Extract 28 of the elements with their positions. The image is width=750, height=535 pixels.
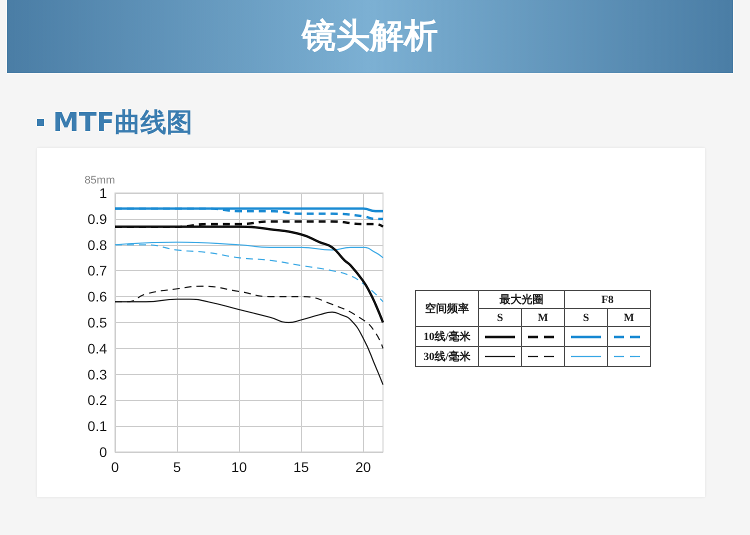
y-tick-label: 0.5	[88, 314, 108, 330]
x-tick-label: 5	[173, 459, 182, 475]
text: F8	[564, 290, 650, 308]
text: S	[564, 308, 608, 326]
text: 30线/毫米	[416, 346, 478, 366]
y-tick-label: 0.7	[88, 262, 108, 279]
x-tick-label: 15	[293, 459, 310, 475]
y-tick-label: 0	[99, 444, 108, 460]
x-tick-label: 10	[231, 459, 248, 475]
y-tick-label: 0.6	[88, 288, 108, 305]
x-tick-label: 20	[355, 459, 372, 475]
y-tick-label: 0.4	[88, 340, 108, 356]
y-axis-title: 85mm	[84, 174, 115, 186]
y-tick-label: 1	[99, 185, 108, 201]
text: M	[522, 308, 564, 326]
text: S	[478, 308, 522, 326]
text: M	[608, 308, 650, 326]
y-tick-label: 0.8	[88, 236, 108, 253]
y-tick-label: 0.1	[88, 418, 108, 434]
x-tick-label: 0	[111, 459, 120, 475]
y-tick-label: 0.2	[88, 392, 108, 408]
text: 最大光圈	[478, 290, 564, 308]
text: 10线/毫米	[416, 326, 478, 346]
y-tick-label: 0.9	[88, 210, 108, 227]
legend-title: 空间频率	[416, 290, 478, 326]
chart-subtitle: MTF曲线图	[53, 107, 192, 140]
chart-title: 镜头解析	[7, 0, 733, 73]
y-tick-label: 0.3	[88, 366, 108, 382]
